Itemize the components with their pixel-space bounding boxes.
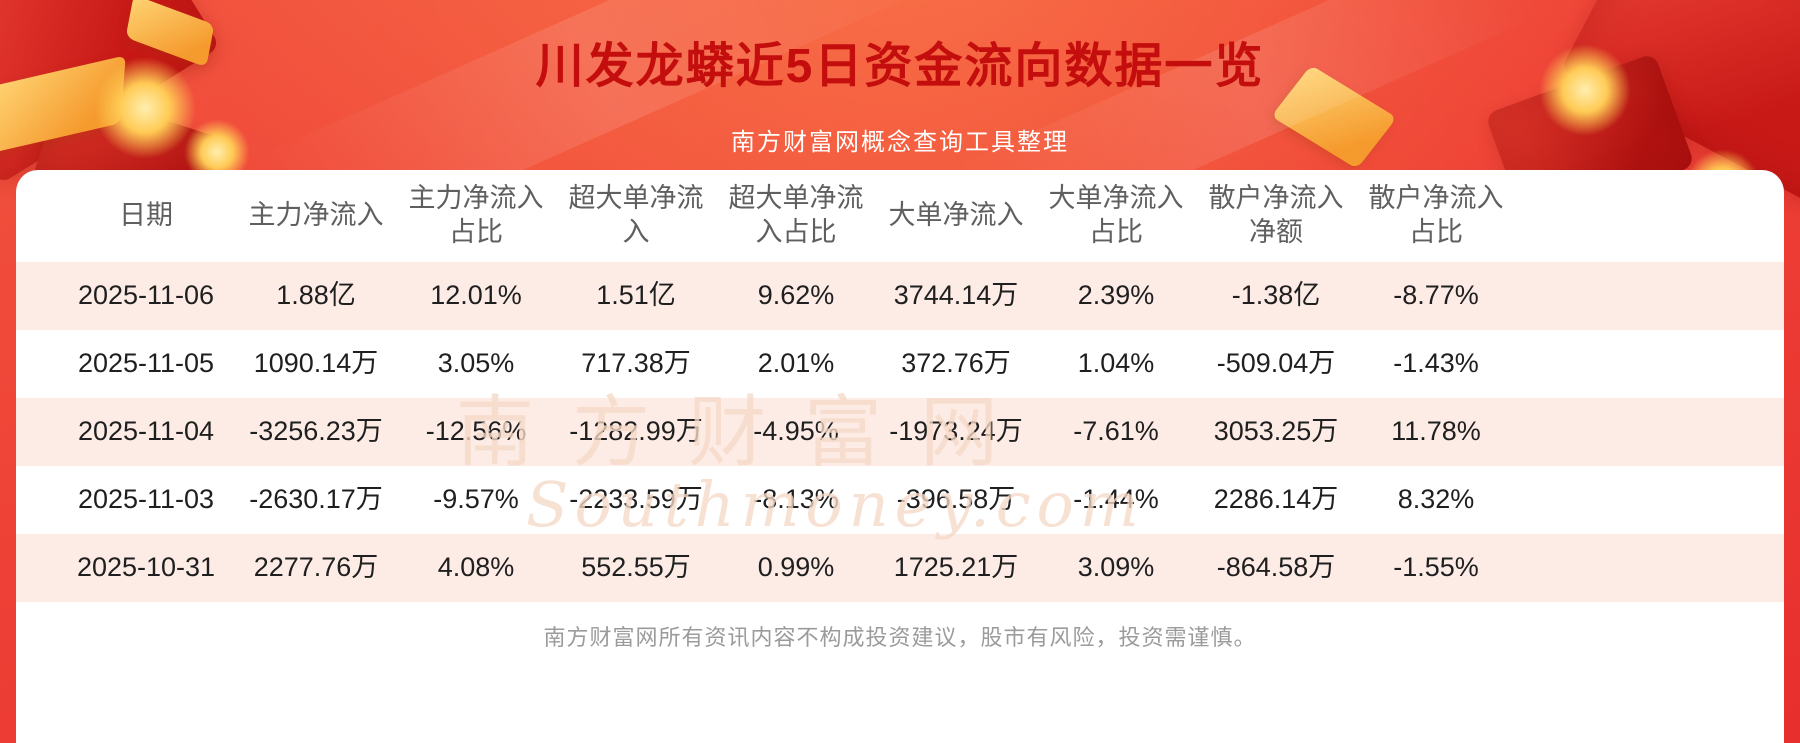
column-header: 超大单净流 入占比: [728, 183, 864, 247]
value-cell: 2277.76万: [253, 552, 379, 583]
table-body: 2025-11-06 1.88亿 12.01% 1.51亿 9.62% 3744.14万 2…: [16, 262, 1784, 602]
value-cell: -1.43%: [1393, 348, 1479, 379]
date-cell: 2025-11-04: [77, 416, 215, 447]
column-header: 散户净流入 净额: [1208, 183, 1344, 247]
page-subtitle: 南方财富网概念查询工具整理: [731, 129, 1069, 156]
date-cell: 2025-11-03: [77, 484, 215, 515]
value-cell: 1725.21万: [893, 552, 1019, 583]
value-cell: 8.32%: [1397, 484, 1475, 515]
date-cell: 2025-11-05: [77, 348, 215, 379]
value-cell: 1090.14万: [253, 348, 379, 379]
value-cell: -396.58万: [896, 484, 1016, 515]
column-header: 大单净流入 占比: [1048, 183, 1184, 247]
column-header: 超大单净流 入: [568, 183, 704, 247]
value-cell: 2.39%: [1077, 280, 1155, 311]
fund-flow-table-card: 南方财富网 Southmoney.com 日期 主力净流入 主力净流入 占比 超大单净…: [16, 170, 1784, 743]
date-cell: 2025-11-06: [77, 280, 215, 311]
column-header: 大单净流入: [888, 200, 1024, 231]
value-cell: -4.95%: [753, 416, 839, 447]
table-row: 2025-10-31 2277.76万 4.08% 552.55万 0.99% 1725.…: [16, 534, 1784, 602]
table-row: 2025-11-04 -3256.23万 -12.56% -1282.99万 -4.95…: [16, 398, 1784, 466]
value-cell: -509.04万: [1216, 348, 1336, 379]
value-cell: 2.01%: [757, 348, 835, 379]
value-cell: -864.58万: [1216, 552, 1336, 583]
value-cell: 372.76万: [901, 348, 1011, 379]
table-row: 2025-11-05 1090.14万 3.05% 717.38万 2.01% 372.7…: [16, 330, 1784, 398]
value-cell: 2286.14万: [1213, 484, 1339, 515]
value-cell: 3.09%: [1077, 552, 1155, 583]
value-cell: 3053.25万: [1213, 416, 1339, 447]
value-cell: 11.78%: [1391, 416, 1481, 447]
value-cell: -8.77%: [1393, 280, 1479, 311]
value-cell: -1.38亿: [1231, 280, 1321, 311]
value-cell: 717.38万: [581, 348, 691, 379]
value-cell: 1.88亿: [276, 280, 356, 311]
value-cell: -2233.59万: [569, 484, 703, 515]
value-cell: 4.08%: [437, 552, 515, 583]
date-cell: 2025-10-31: [76, 552, 216, 583]
value-cell: -7.61%: [1073, 416, 1159, 447]
value-cell: -1973.24万: [889, 416, 1023, 447]
value-cell: -8.13%: [753, 484, 839, 515]
column-header: 散户净流入 占比: [1368, 183, 1504, 247]
table-row: 2025-11-03 -2630.17万 -9.57% -2233.59万 -8.13%…: [16, 466, 1784, 534]
value-cell: 12.01%: [430, 280, 522, 311]
value-cell: -1282.99万: [569, 416, 703, 447]
value-cell: -12.56%: [425, 416, 527, 447]
column-header: 日期: [119, 200, 173, 231]
value-cell: -1.44%: [1073, 484, 1159, 515]
value-cell: 3.05%: [437, 348, 515, 379]
value-cell: 1.04%: [1077, 348, 1155, 379]
banner: 川发龙蟒近5日资金流向数据一览 南方财富网概念查询工具整理: [0, 0, 1800, 170]
page-title: 川发龙蟒近5日资金流向数据一览: [535, 40, 1265, 93]
value-cell: -2630.17万: [249, 484, 383, 515]
column-header: 主力净流入: [248, 200, 384, 231]
table-row: 2025-11-06 1.88亿 12.01% 1.51亿 9.62% 3744.14万 2…: [16, 262, 1784, 330]
value-cell: 0.99%: [757, 552, 835, 583]
value-cell: 9.62%: [757, 280, 835, 311]
value-cell: -1.55%: [1393, 552, 1479, 583]
table-header-row: 日期 主力净流入 主力净流入 占比 超大单净流 入超大单净流 入占比 大单净流入 大单净流…: [16, 170, 1784, 262]
disclaimer: 南方财富网所有资讯内容不构成投资建议，股市有风险，投资需谨慎。: [543, 625, 1257, 650]
value-cell: 3744.14万: [893, 280, 1019, 311]
value-cell: 1.51亿: [596, 280, 676, 311]
value-cell: -3256.23万: [249, 416, 383, 447]
column-header: 主力净流入 占比: [408, 183, 544, 247]
value-cell: 552.55万: [581, 552, 691, 583]
value-cell: -9.57%: [433, 484, 519, 515]
